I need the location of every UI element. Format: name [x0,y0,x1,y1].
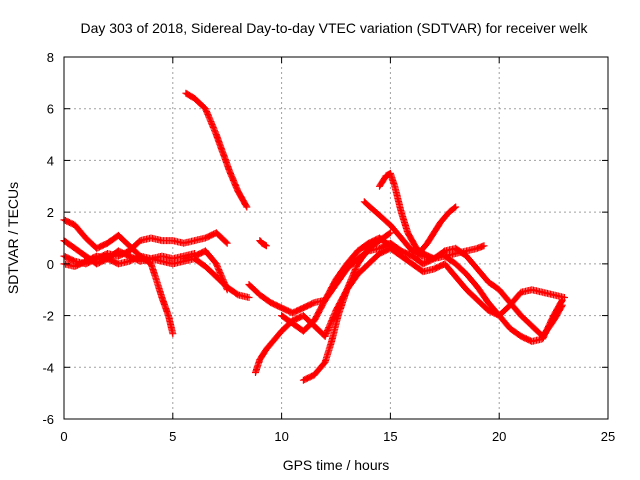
y-tick-label: 0 [47,257,54,272]
y-axis-label: SDTVAR / TECUs [5,182,21,294]
y-tick-label: 4 [47,153,54,168]
data-point-markers [256,237,270,250]
plot-frame [63,56,609,420]
y-tick-label: -4 [42,360,54,375]
series-track-5 [182,89,251,211]
data-point-markers [182,89,251,211]
data-point-markers [441,252,566,345]
x-tick-label: 0 [60,429,67,444]
series-track-12 [321,244,568,340]
series-track-16 [441,252,566,345]
data-point-markers [60,216,177,338]
x-tick-label: 15 [383,429,397,444]
data-point-markers [415,203,460,257]
series-track-6 [180,247,231,294]
x-tick-label: 25 [601,429,615,444]
x-tick-label: 5 [169,429,176,444]
series-track-1 [60,216,177,338]
data-marks [60,89,568,384]
y-tick-label: -6 [42,412,54,427]
axis-ticks: 0 5 10 15 20 25 -6 -4 -2 0 2 4 6 8 [42,50,615,444]
series-track-15 [415,203,460,257]
series-track-7 [256,237,270,250]
data-point-markers [180,247,231,294]
x-tick-label: 20 [492,429,506,444]
y-tick-label: 6 [47,102,54,117]
grid [64,57,608,419]
chart-title: Day 303 of 2018, Sidereal Day-to-day VTE… [80,20,588,36]
data-point-markers [321,244,568,340]
x-tick-label: 10 [274,429,288,444]
y-tick-label: -2 [42,309,54,324]
y-tick-label: 8 [47,50,54,65]
y-tick-label: 2 [47,205,54,220]
x-axis-label: GPS time / hours [283,457,390,473]
